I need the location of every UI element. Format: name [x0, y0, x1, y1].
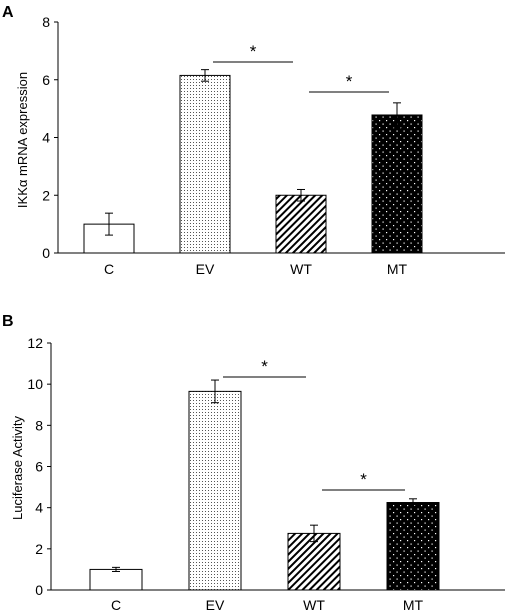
x-tick-label-c: C	[104, 261, 114, 277]
bar-mt	[386, 502, 440, 591]
panel-label-a: A	[2, 4, 14, 21]
panel-label-b: B	[2, 313, 14, 330]
y-axis-title-a: IKKα mRNA expression	[15, 72, 30, 208]
y-tick-label: 2	[42, 187, 50, 203]
x-tick-label-ev: EV	[206, 597, 225, 613]
chart-panel-a: A IKKα mRNA expression 0 2 4 6 8 C EV WT MT * *	[2, 4, 505, 277]
bar-wt	[275, 194, 327, 254]
bar-c	[89, 568, 143, 591]
bar-wt	[287, 532, 341, 591]
significance-star: *	[346, 72, 353, 91]
y-tick-label: 8	[35, 417, 43, 433]
y-tick-label: 0	[35, 582, 43, 598]
bar-ev	[188, 390, 242, 591]
y-tick-label: 2	[35, 541, 43, 557]
y-tick-label: 12	[27, 335, 43, 351]
x-tick-label-ev: EV	[196, 261, 215, 277]
bar-mt	[371, 114, 423, 254]
y-tick-label: 0	[42, 245, 50, 261]
chart-panel-b: B Luciferase Activity 0 2 4 6 8 10 12 C EV WT MT * *	[2, 313, 505, 613]
y-tick-label: 8	[42, 14, 50, 30]
significance-star: *	[360, 470, 367, 489]
significance-star: *	[261, 357, 268, 376]
significance-star: *	[250, 42, 257, 61]
y-tick-label: 10	[27, 376, 43, 392]
y-tick-label: 4	[35, 500, 43, 516]
y-axis-title-b: Luciferase Activity	[10, 415, 25, 520]
x-tick-label-mt: MT	[387, 261, 408, 277]
y-tick-label: 6	[35, 459, 43, 475]
y-tick-label: 4	[42, 130, 50, 146]
x-tick-label-c: C	[111, 597, 121, 613]
x-tick-label-wt: WT	[290, 261, 312, 277]
x-tick-label-mt: MT	[403, 597, 424, 613]
bar-ev	[179, 74, 231, 254]
y-tick-label: 6	[42, 72, 50, 88]
x-tick-label-wt: WT	[303, 597, 325, 613]
